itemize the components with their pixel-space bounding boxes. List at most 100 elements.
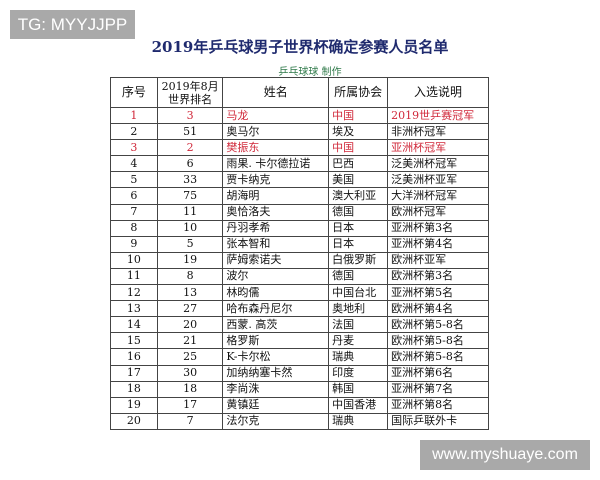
cell-no: 16	[110, 348, 158, 366]
table-row: 18 18 李尚洙 韩国 亚洲杯第7名	[110, 380, 489, 398]
cell-no: 3	[110, 139, 158, 157]
cell-note: 欧洲杯第5-8名	[387, 316, 489, 334]
cell-association: 德国	[328, 203, 389, 221]
table-row: 11 8 波尔 德国 欧洲杯第3名	[110, 267, 489, 286]
cell-association: 白俄罗斯	[328, 251, 389, 269]
cell-note: 亚洲杯第8名	[387, 396, 489, 414]
cell-rank: 3	[156, 106, 224, 125]
cell-association: 韩国	[328, 380, 389, 398]
cell-association: 奥地利	[328, 300, 389, 318]
cell-association: 丹麦	[328, 332, 389, 350]
cell-note: 2019世乒赛冠军	[387, 106, 489, 125]
cell-no: 12	[110, 284, 158, 302]
cell-rank: 17	[156, 396, 224, 414]
header-name: 姓名	[222, 77, 330, 108]
cell-name: 加纳纳塞卡然	[222, 364, 330, 382]
cell-no: 14	[110, 316, 158, 334]
cell-no: 11	[110, 267, 158, 286]
cell-name: 胡海明	[222, 187, 330, 205]
cell-name: 奥马尔	[222, 123, 330, 141]
cell-association: 中国	[328, 139, 389, 157]
cell-no: 9	[110, 235, 158, 253]
table-row: 2 51 奥马尔 埃及 非洲杯冠军	[110, 123, 489, 141]
cell-association: 日本	[328, 235, 389, 253]
cell-rank: 13	[156, 284, 224, 302]
cell-name: 哈布森丹尼尔	[222, 300, 330, 318]
watermark-url: www.myshuaye.com	[420, 440, 590, 470]
cell-name: 张本智和	[222, 235, 330, 253]
cell-rank: 6	[156, 155, 224, 173]
cell-association: 巴西	[328, 155, 389, 173]
cell-rank: 7	[156, 412, 224, 430]
header-rank: 2019年8月世界排名	[156, 77, 224, 108]
cell-name: K-卡尔松	[222, 348, 330, 366]
table-row: 5 33 贾卡纳克 美国 泛美洲杯亚军	[110, 171, 489, 189]
cell-name: 贾卡纳克	[222, 171, 330, 189]
cell-rank: 27	[156, 300, 224, 318]
cell-rank: 19	[156, 251, 224, 269]
cell-note: 欧洲杯第4名	[387, 300, 489, 318]
cell-note: 亚洲杯第7名	[387, 380, 489, 398]
cell-name: 奥恰洛夫	[222, 203, 330, 221]
table-row: 1 3 马龙 中国 2019世乒赛冠军	[110, 106, 489, 125]
cell-no: 13	[110, 300, 158, 318]
document-title: 2019年乒乓球男子世界杯确定参赛人员名单	[151, 38, 449, 56]
cell-no: 8	[110, 219, 158, 237]
cell-rank: 30	[156, 364, 224, 382]
cell-no: 10	[110, 251, 158, 269]
table-row: 12 13 林昀儒 中国台北 亚洲杯第5名	[110, 284, 489, 302]
cell-rank: 5	[156, 235, 224, 253]
cell-association: 德国	[328, 267, 389, 286]
cell-rank: 21	[156, 332, 224, 350]
table-row: 19 17 黄镇廷 中国香港 亚洲杯第8名	[110, 396, 489, 414]
cell-name: 樊振东	[222, 139, 330, 157]
table-row: 16 25 K-卡尔松 瑞典 欧洲杯第5-8名	[110, 348, 489, 366]
cell-name: 黄镇廷	[222, 396, 330, 414]
cell-association: 法国	[328, 316, 389, 334]
cell-no: 20	[110, 412, 158, 430]
cell-note: 亚洲杯第4名	[387, 235, 489, 253]
table-row: 20 7 法尔克 瑞典 国际乒联外卡	[110, 412, 489, 430]
table-row: 15 21 格罗斯 丹麦 欧洲杯第5-8名	[110, 332, 489, 350]
header-association: 所属协会	[328, 77, 389, 108]
document-subtitle: 乒乓球球 制作	[278, 67, 342, 78]
cell-note: 泛美洲杯冠军	[387, 155, 489, 173]
cell-note: 亚洲杯第5名	[387, 284, 489, 302]
cell-note: 欧洲杯第3名	[387, 267, 489, 286]
cell-no: 15	[110, 332, 158, 350]
cell-name: 雨果. 卡尔德拉诺	[222, 155, 330, 173]
cell-note: 国际乒联外卡	[387, 412, 489, 430]
cell-note: 亚洲杯第3名	[387, 219, 489, 237]
cell-no: 4	[110, 155, 158, 173]
cell-rank: 8	[156, 267, 224, 286]
cell-no: 7	[110, 203, 158, 221]
cell-no: 2	[110, 123, 158, 141]
participants-table: 序号 2019年8月世界排名 姓名 所属协会 入选说明 1 3 马龙 中国 2019世乒…	[110, 77, 489, 430]
cell-no: 17	[110, 364, 158, 382]
table-row: 3 2 樊振东 中国 亚洲杯冠军	[110, 139, 489, 157]
cell-rank: 10	[156, 219, 224, 237]
cell-association: 中国台北	[328, 284, 389, 302]
table-row: 9 5 张本智和 日本 亚洲杯第4名	[110, 235, 489, 253]
cell-name: 萨姆索诺夫	[222, 251, 330, 269]
cell-note: 泛美洲杯亚军	[387, 171, 489, 189]
table-row: 8 10 丹羽孝希 日本 亚洲杯第3名	[110, 219, 489, 237]
cell-association: 美国	[328, 171, 389, 189]
cell-name: 法尔克	[222, 412, 330, 430]
table-row: 6 75 胡海明 澳大利亚 大洋洲杯冠军	[110, 187, 489, 205]
cell-association: 中国	[328, 106, 389, 125]
cell-name: 格罗斯	[222, 332, 330, 350]
cell-no: 5	[110, 171, 158, 189]
cell-rank: 20	[156, 316, 224, 334]
cell-association: 瑞典	[328, 348, 389, 366]
cell-association: 瑞典	[328, 412, 389, 430]
cell-rank: 11	[156, 203, 224, 221]
cell-note: 欧洲杯第5-8名	[387, 348, 489, 366]
table-row: 14 20 西蒙. 高茨 法国 欧洲杯第5-8名	[110, 316, 489, 334]
watermark-tg: TG: MYYJJPP	[10, 10, 135, 39]
cell-rank: 51	[156, 123, 224, 141]
cell-name: 马龙	[222, 106, 330, 125]
header-no: 序号	[110, 77, 158, 108]
cell-rank: 25	[156, 348, 224, 366]
cell-rank: 33	[156, 171, 224, 189]
